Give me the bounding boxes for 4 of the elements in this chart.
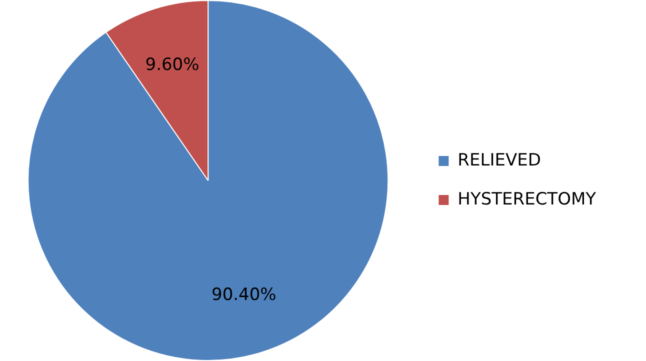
- legend-label: HYSTERECTOMY: [458, 189, 597, 210]
- data-label: 90.40%: [211, 285, 276, 306]
- data-label: 9.60%: [145, 54, 200, 75]
- legend-label: RELIEVED: [458, 150, 541, 170]
